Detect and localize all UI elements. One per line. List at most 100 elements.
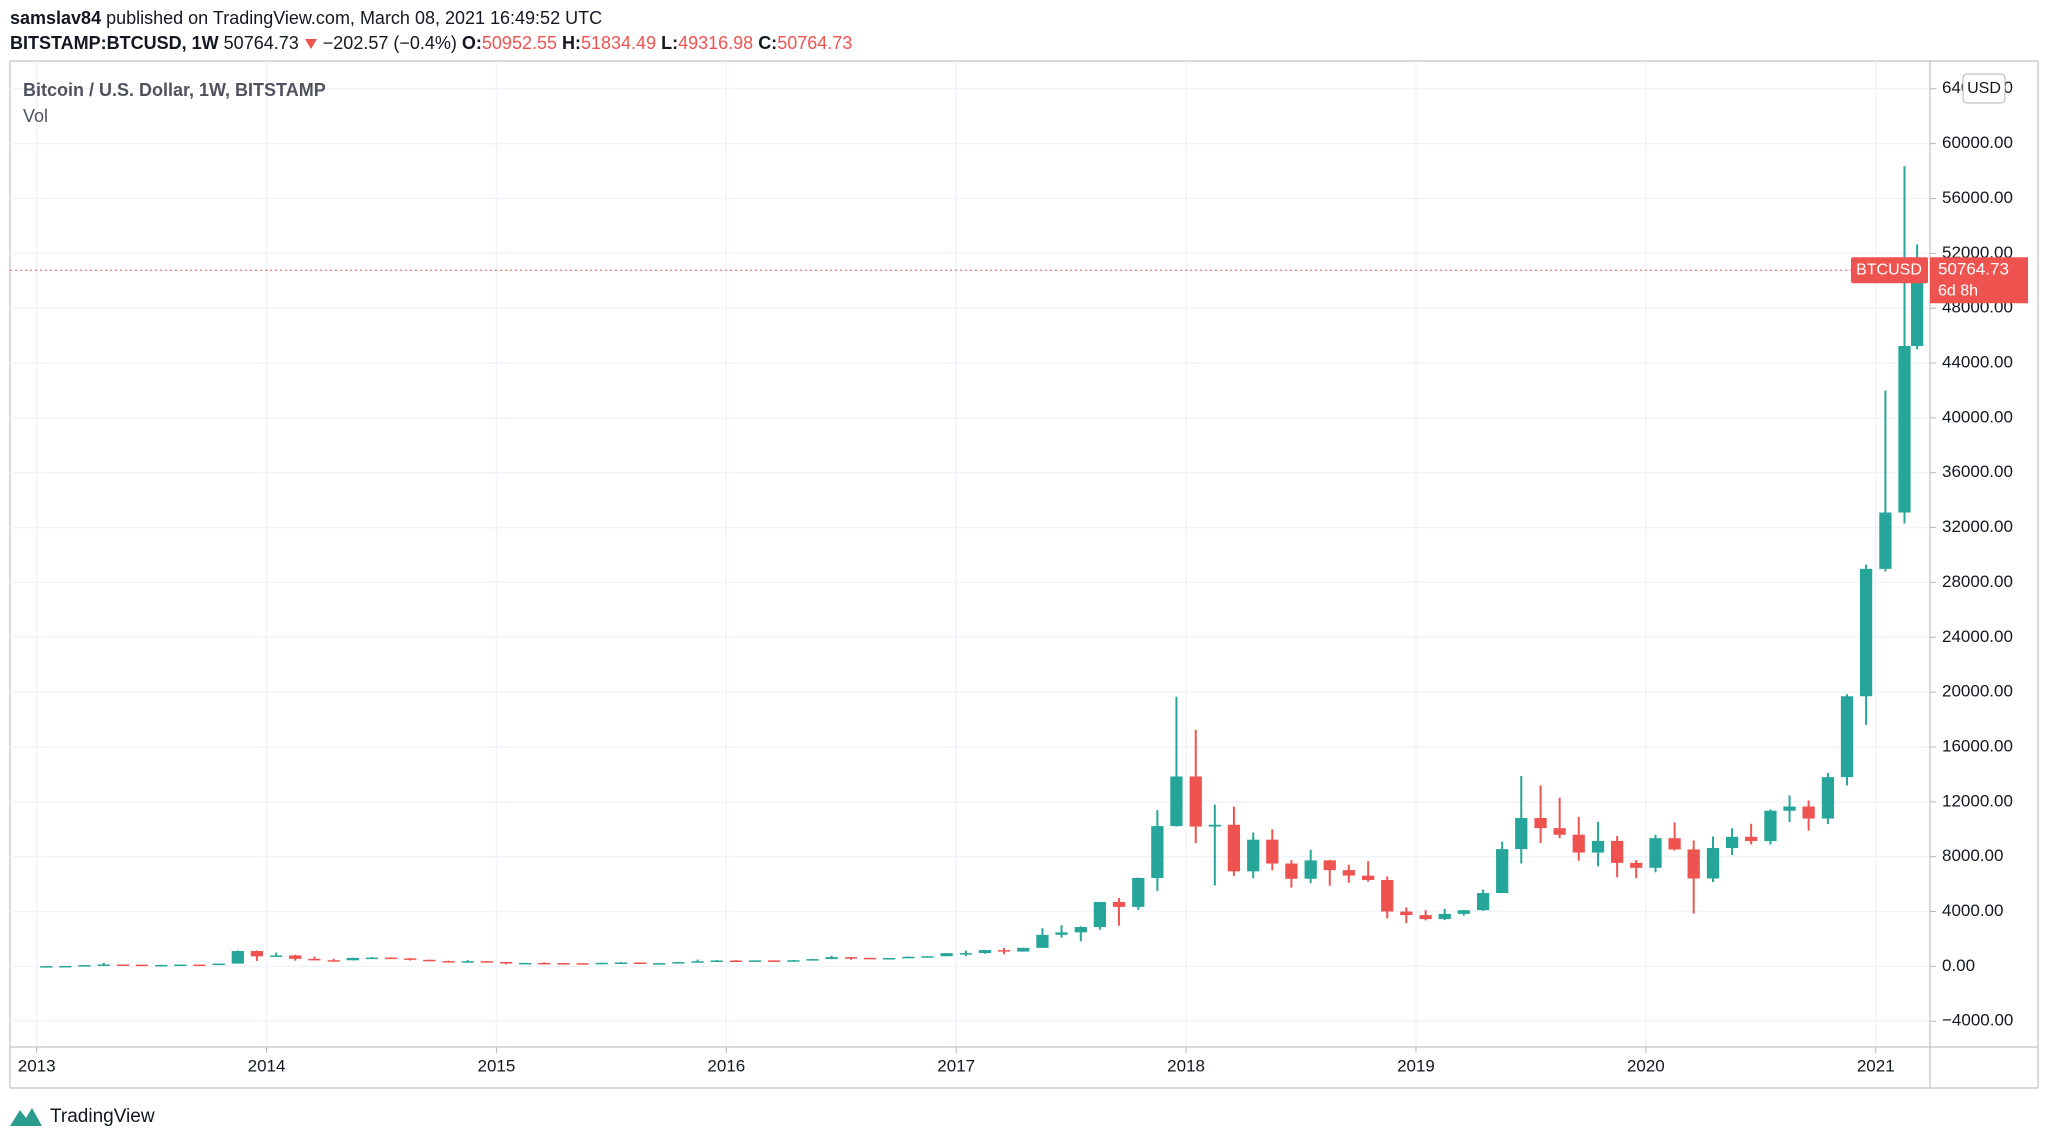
header-line: samslav84 published on TradingView.com, … — [10, 6, 852, 31]
currency-badge — [1962, 73, 2006, 104]
candle-body — [499, 962, 513, 964]
x-tick-label: 2019 — [1397, 1056, 1435, 1075]
ohlc-label: L: — [661, 33, 679, 53]
candle-body — [997, 950, 1011, 952]
y-tick-label: 52000.00 — [1942, 243, 2013, 262]
y-tick-label: 4000.00 — [1942, 901, 2003, 920]
author: samslav84 — [10, 8, 102, 28]
ohlc-label: C: — [758, 33, 778, 53]
candle-body — [787, 960, 800, 962]
candle-body — [672, 962, 685, 964]
candle-body — [557, 963, 570, 965]
brand: TradingView — [50, 1106, 155, 1127]
candle-body — [423, 959, 436, 962]
x-tick-label: 2013 — [18, 1056, 56, 1075]
price-tag — [1930, 257, 2028, 304]
candle-body — [1745, 836, 1758, 842]
candle-body — [1323, 860, 1336, 871]
candle-body — [921, 956, 934, 958]
candle-body — [193, 964, 206, 967]
candle-body — [1304, 860, 1317, 879]
candles — [40, 166, 1924, 968]
x-tick-label: 2015 — [478, 1056, 516, 1075]
candle-body — [1112, 901, 1126, 907]
candle-body — [595, 962, 608, 965]
x-tick-label: 2016 — [707, 1056, 745, 1075]
candle-body — [1476, 893, 1490, 911]
candle-body — [1496, 849, 1509, 894]
candle-body — [1055, 932, 1068, 935]
y-tick-label: 60000.00 — [1942, 133, 2013, 152]
candle-body — [1879, 512, 1892, 569]
candle-body — [212, 963, 225, 966]
candle-body — [442, 961, 455, 963]
candle-body — [250, 951, 264, 957]
candle-body — [1208, 824, 1221, 827]
candle-body — [1381, 880, 1394, 912]
ohlc-label: O: — [461, 33, 482, 53]
countdown: 6d 8h — [1938, 282, 1978, 299]
candle-body — [653, 963, 666, 965]
ohlc-value: 50952.55 — [481, 33, 557, 53]
candle-body — [1362, 875, 1375, 881]
candle-body — [365, 957, 378, 960]
candle-body — [1036, 934, 1049, 948]
candle-body — [1859, 568, 1873, 697]
candle-body — [1074, 927, 1087, 933]
frame — [9, 60, 2039, 1089]
candle-body — [1630, 862, 1643, 868]
y-tick-label: 24000.00 — [1942, 627, 2013, 646]
candle-body — [78, 965, 91, 967]
candle-body — [691, 961, 704, 963]
candle-body — [155, 964, 168, 967]
candle-body — [1725, 836, 1739, 849]
header: samslav84 published on TradingView.com, … — [10, 6, 852, 56]
ohlc-label: H: — [562, 33, 581, 53]
candle-body — [1515, 818, 1528, 850]
candle-body — [1170, 776, 1183, 827]
chart-title: Bitcoin / U.S. Dollar, 1W, BITSTAMP — [23, 80, 326, 100]
candle-body — [327, 960, 340, 962]
candle-body — [614, 962, 628, 964]
y-tick-label: 0.00 — [1942, 956, 1975, 975]
price-tag-text: 50764.73 — [1938, 260, 2009, 279]
candle-body — [1151, 826, 1164, 878]
candle-body — [480, 961, 493, 963]
y-tick-label: 36000.00 — [1942, 462, 2013, 481]
y-tick-label: −4000.00 — [1942, 1011, 2013, 1030]
price: 50764.73 — [223, 33, 299, 53]
candle-body — [1802, 806, 1815, 819]
candle-body — [1840, 696, 1854, 778]
volume-label: Vol — [23, 106, 48, 126]
down-arrow — [304, 39, 317, 49]
candle-body — [1266, 839, 1279, 864]
candle-body — [308, 958, 321, 961]
candle-body — [1534, 818, 1547, 829]
y-tick-label: 20000.00 — [1942, 682, 2013, 701]
candle-body — [1400, 911, 1413, 916]
x-tick-label: 2014 — [248, 1056, 286, 1075]
candle-body — [461, 961, 474, 963]
candle-body — [576, 963, 589, 965]
candle-body — [1553, 828, 1566, 835]
candle-body — [1419, 915, 1432, 920]
candle-body — [710, 960, 723, 962]
candle-body — [59, 965, 72, 968]
candle-body — [902, 956, 915, 959]
grid — [10, 61, 1930, 1047]
overlay: −4000.00 0.00 4000.00 8000.00 12000.00 16000.… — [10, 73, 2028, 1075]
candle-body — [1132, 877, 1145, 907]
candle-body — [844, 957, 858, 959]
ohlc-value: 49316.98 — [678, 33, 754, 53]
candle-body — [1668, 838, 1681, 850]
candle-body — [1898, 346, 1911, 513]
currency-badge-text: USD — [1967, 80, 2001, 97]
candle-body — [978, 950, 992, 954]
candle-body — [1687, 849, 1700, 879]
x-tick-label: 2018 — [1167, 1056, 1205, 1075]
x-tick-label: 2017 — [937, 1056, 975, 1075]
candle-body — [40, 966, 53, 968]
published: published on TradingView.com, March 08, … — [106, 8, 603, 28]
candle-body — [1591, 840, 1605, 853]
